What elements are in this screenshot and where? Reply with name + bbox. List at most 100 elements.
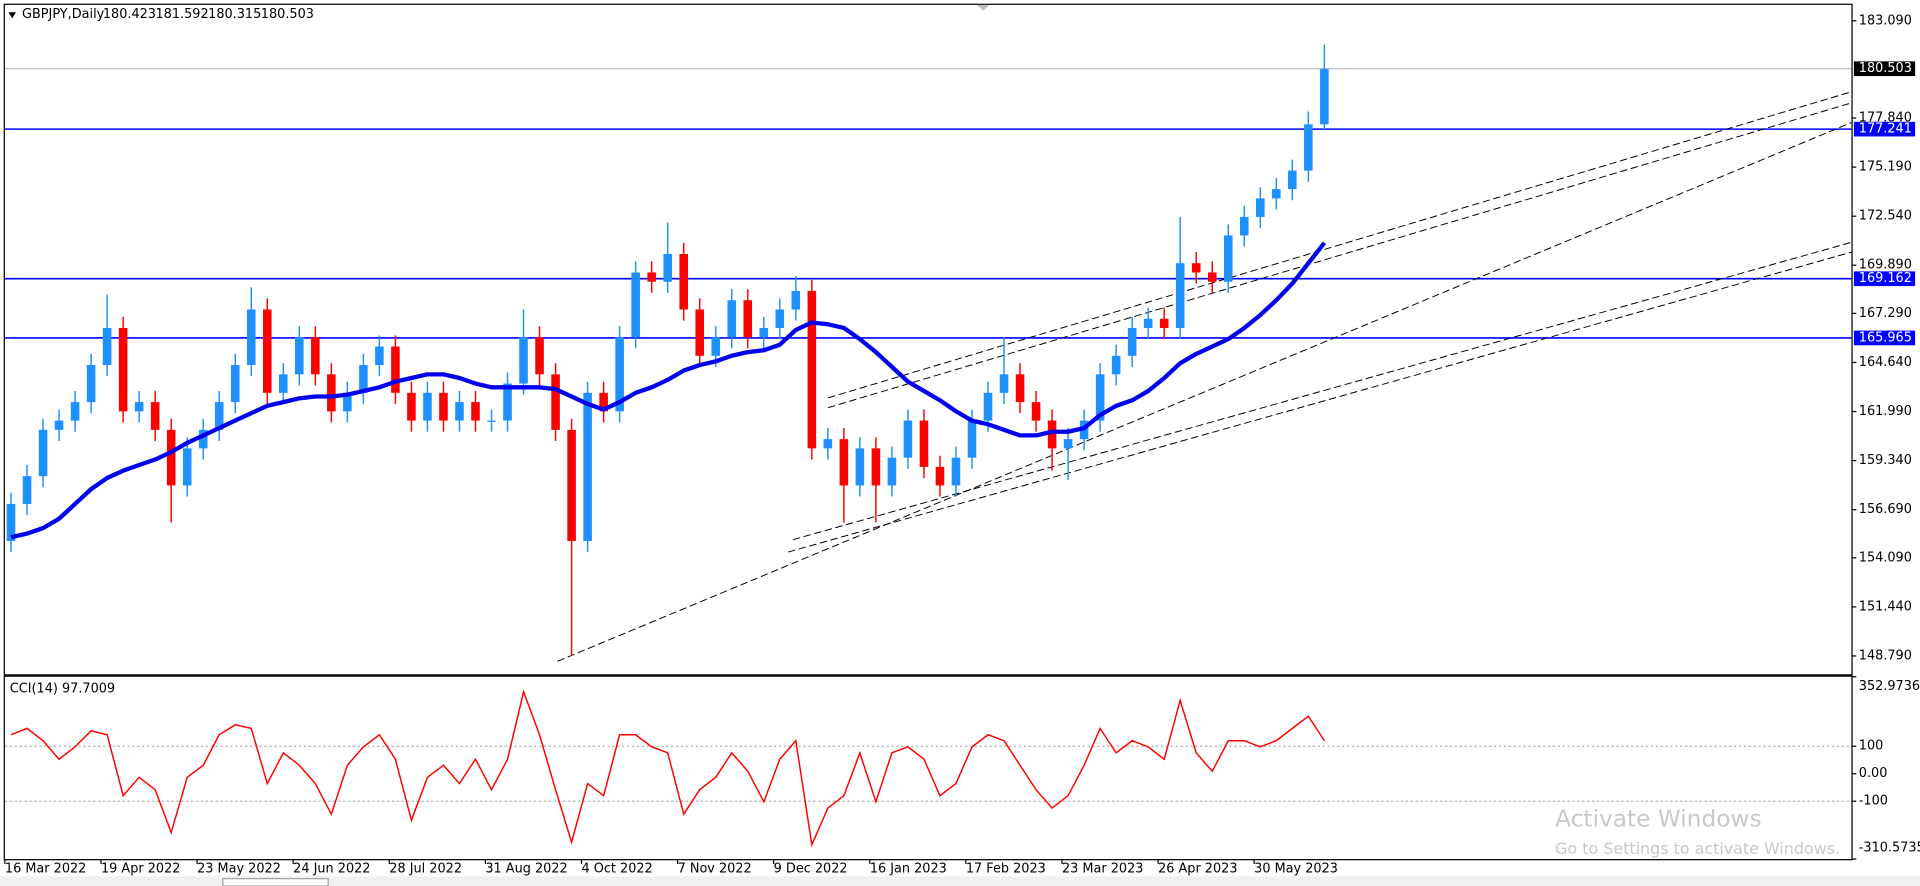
- candle-body: [102, 328, 112, 366]
- candle-body: [503, 383, 512, 421]
- candle-body: [70, 402, 80, 421]
- candle-body: [279, 374, 288, 393]
- shift-marker[interactable]: [977, 4, 990, 12]
- candle-body: [1159, 318, 1169, 329]
- x-tick-label: 31 Aug 2022: [485, 861, 567, 876]
- candle-body: [1095, 374, 1105, 421]
- x-tick-label: 23 Mar 2023: [1062, 861, 1143, 876]
- candle-body: [1127, 328, 1137, 356]
- y-tick-label: 164.640: [1859, 355, 1912, 370]
- candle-body: [743, 300, 753, 338]
- candle-body: [567, 429, 576, 541]
- cci-label: CCI(14) 97.7009: [10, 681, 115, 696]
- candle-body: [86, 365, 96, 403]
- symbol: GBPJPY,Daily: [22, 7, 105, 22]
- trendline: [792, 241, 1852, 541]
- candle-body: [775, 309, 785, 329]
- y-tick-label: 151.440: [1859, 599, 1912, 614]
- trendline: [827, 102, 1852, 409]
- y-tick-label: 172.540: [1859, 209, 1912, 224]
- candle-body: [727, 300, 737, 338]
- candle-body: [807, 290, 817, 449]
- candle-body: [214, 402, 224, 430]
- candle-body: [182, 448, 192, 486]
- y-tick-label: -310.5735: [1859, 841, 1920, 856]
- candle-body: [759, 328, 769, 338]
- candle-body: [1191, 263, 1201, 273]
- candle-body: [631, 272, 640, 338]
- candle-body: [1047, 420, 1057, 449]
- candle-body: [839, 439, 849, 486]
- collapse-arrow[interactable]: [8, 12, 16, 19]
- candle-body: [134, 402, 144, 412]
- candle-body: [6, 503, 16, 541]
- candle-body: [823, 439, 833, 449]
- candle-body: [1031, 402, 1041, 421]
- candle-body: [1288, 170, 1297, 190]
- x-tick-label: 19 Apr 2022: [101, 861, 180, 876]
- candle-body: [455, 402, 464, 421]
- candle-body: [1063, 439, 1073, 449]
- y-tick-label: 156.690: [1859, 502, 1912, 517]
- candle-body: [679, 253, 688, 310]
- candle-body: [295, 337, 304, 375]
- cci-frame: [3, 675, 1853, 861]
- candle-body: [150, 402, 160, 430]
- candle-body: [1223, 235, 1233, 282]
- candle-body: [903, 420, 913, 458]
- candle-body: [471, 402, 480, 421]
- y-tick-label: 148.790: [1859, 648, 1912, 663]
- candle-body: [535, 337, 544, 375]
- candle-body: [166, 429, 176, 486]
- y-tick-label: 161.990: [1859, 404, 1912, 419]
- x-tick-label: 28 Jul 2022: [389, 861, 462, 876]
- candle-body: [599, 392, 608, 412]
- candle-body: [951, 457, 961, 486]
- x-tick-label: 7 Nov 2022: [678, 861, 752, 876]
- candle-body: [198, 429, 208, 449]
- candle-body: [38, 429, 48, 477]
- y-tick-label: 159.340: [1859, 453, 1912, 468]
- candle-body: [118, 328, 128, 412]
- candle-body: [246, 309, 256, 366]
- watermark-title: Activate Windows: [1555, 805, 1762, 832]
- x-tick-label: 16 Mar 2022: [5, 861, 86, 876]
- close: 180.503: [261, 7, 314, 22]
- candle-body: [54, 420, 64, 430]
- candle-body: [935, 466, 945, 486]
- candle-body: [375, 346, 384, 366]
- x-tick-label: 17 Feb 2023: [966, 861, 1046, 876]
- candle-body: [583, 392, 592, 541]
- level-label-box: [1853, 271, 1916, 287]
- candle-body: [391, 346, 400, 393]
- watermark-subtitle: Go to Settings to activate Windows.: [1555, 839, 1840, 858]
- candle-body: [871, 448, 881, 486]
- tab[interactable]: [222, 878, 329, 886]
- candle-body: [1207, 272, 1217, 282]
- candle-body: [791, 290, 801, 310]
- price-label-box: [1853, 61, 1916, 77]
- candle-body: [359, 365, 368, 393]
- main-frame: [3, 3, 1853, 676]
- candle-body: [551, 374, 560, 430]
- candle-body: [967, 420, 977, 458]
- candle-body: [1256, 198, 1265, 217]
- candle-body: [999, 374, 1009, 393]
- candle-body: [423, 392, 432, 421]
- x-tick-label: 23 May 2022: [197, 861, 281, 876]
- x-tick-label: 24 Jun 2022: [293, 861, 370, 876]
- y-tick-label: 167.290: [1859, 306, 1912, 321]
- y-tick-label: 177.840: [1859, 111, 1912, 126]
- candle-body: [327, 374, 336, 412]
- candle-body: [1239, 216, 1249, 236]
- x-tick-label: 9 Dec 2022: [774, 861, 848, 876]
- price-label: 180.503: [1859, 61, 1912, 76]
- candle-body: [262, 309, 272, 393]
- y-tick-label: 352.9736: [1859, 679, 1920, 694]
- open: 180.423: [103, 7, 156, 22]
- level-label-box: [1853, 121, 1916, 137]
- candle-body: [519, 337, 528, 384]
- x-tick-label: 4 Oct 2022: [581, 861, 652, 876]
